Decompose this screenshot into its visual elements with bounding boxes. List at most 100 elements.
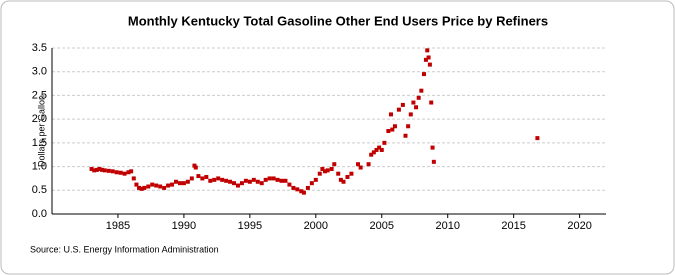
data-point (146, 184, 151, 189)
data-point (429, 100, 434, 105)
data-point (189, 176, 194, 181)
data-point (193, 165, 198, 170)
data-point (139, 186, 144, 191)
data-point (336, 171, 341, 176)
data-point (400, 102, 405, 107)
data-point (158, 184, 163, 189)
data-point (204, 175, 209, 180)
data-point (535, 136, 540, 141)
data-point (419, 88, 424, 93)
data-point (166, 183, 171, 188)
data-point (377, 145, 382, 150)
data-point (329, 166, 334, 171)
data-point (386, 129, 391, 133)
data-point (122, 171, 127, 176)
data-point (408, 112, 413, 117)
data-point (216, 176, 221, 181)
data-point (341, 179, 346, 184)
data-point (396, 107, 401, 112)
x-tick-label: 2020 (567, 220, 591, 232)
y-tick-label: 1.0 (32, 160, 47, 172)
data-point (228, 179, 233, 184)
data-point (154, 183, 159, 188)
data-point (403, 133, 408, 138)
data-point (301, 190, 306, 195)
data-point (114, 170, 119, 175)
data-point (279, 178, 284, 183)
data-point (287, 182, 292, 187)
data-point (369, 152, 374, 157)
data-point (220, 177, 225, 182)
data-point (173, 179, 178, 184)
data-point (134, 182, 139, 187)
x-tick-label: 1995 (238, 220, 262, 232)
data-point (200, 176, 205, 181)
x-tick-label: 2015 (501, 220, 525, 232)
data-point (126, 170, 131, 175)
data-point (177, 181, 182, 186)
data-point (208, 178, 213, 183)
data-point (388, 112, 393, 117)
data-point (251, 177, 256, 182)
data-point (271, 176, 276, 181)
data-point (97, 166, 102, 171)
data-point (89, 166, 94, 171)
data-point (366, 162, 371, 167)
data-point (92, 168, 97, 173)
x-tick-label: 2010 (435, 220, 459, 232)
data-point (291, 185, 296, 190)
data-point (431, 159, 436, 164)
data-point (313, 177, 318, 182)
data-point (110, 169, 115, 174)
data-point (325, 168, 330, 173)
data-point (106, 168, 111, 173)
data-point (416, 95, 421, 100)
data-point (379, 147, 384, 152)
y-axis-label: Dollars per Gallon (36, 95, 46, 167)
data-point (358, 165, 363, 170)
y-tick-label: 3.0 (32, 66, 47, 78)
data-point (94, 167, 99, 172)
data-point (345, 175, 350, 180)
data-point (137, 185, 142, 190)
data-point (181, 181, 186, 186)
data-point (371, 150, 376, 155)
data-point (349, 171, 354, 176)
data-point (275, 177, 280, 182)
x-tick-label: 1990 (172, 220, 196, 232)
y-tick-label: 2.0 (32, 113, 47, 125)
data-point (131, 176, 136, 181)
data-point (421, 72, 426, 77)
chart-title: Monthly Kentucky Total Gasoline Other En… (128, 13, 548, 28)
data-point (224, 178, 229, 183)
data-point (170, 182, 175, 187)
data-point (295, 187, 300, 192)
data-point (247, 179, 252, 184)
data-point (320, 166, 325, 171)
data-point (235, 183, 240, 188)
data-point (129, 169, 134, 174)
data-point (356, 162, 361, 167)
y-tick-label: 0.5 (32, 184, 47, 196)
data-point (411, 100, 416, 105)
data-point (102, 168, 107, 173)
data-point (382, 140, 387, 145)
data-point (414, 105, 419, 110)
x-tick-label: 1985 (106, 220, 130, 232)
data-point (150, 182, 155, 187)
data-point (425, 48, 430, 53)
y-tick-label: 0.0 (32, 208, 47, 220)
data-point (118, 170, 123, 175)
data-point (263, 177, 268, 182)
data-point (374, 147, 379, 152)
y-tick-label: 3.5 (32, 42, 47, 54)
data-point (430, 145, 435, 150)
x-tick-label: 2005 (370, 220, 394, 232)
data-point (212, 177, 217, 182)
data-point (309, 181, 314, 186)
data-point (323, 169, 328, 174)
data-point (317, 171, 322, 176)
data-point (196, 174, 201, 179)
data-point (185, 179, 190, 184)
data-point (338, 177, 343, 182)
